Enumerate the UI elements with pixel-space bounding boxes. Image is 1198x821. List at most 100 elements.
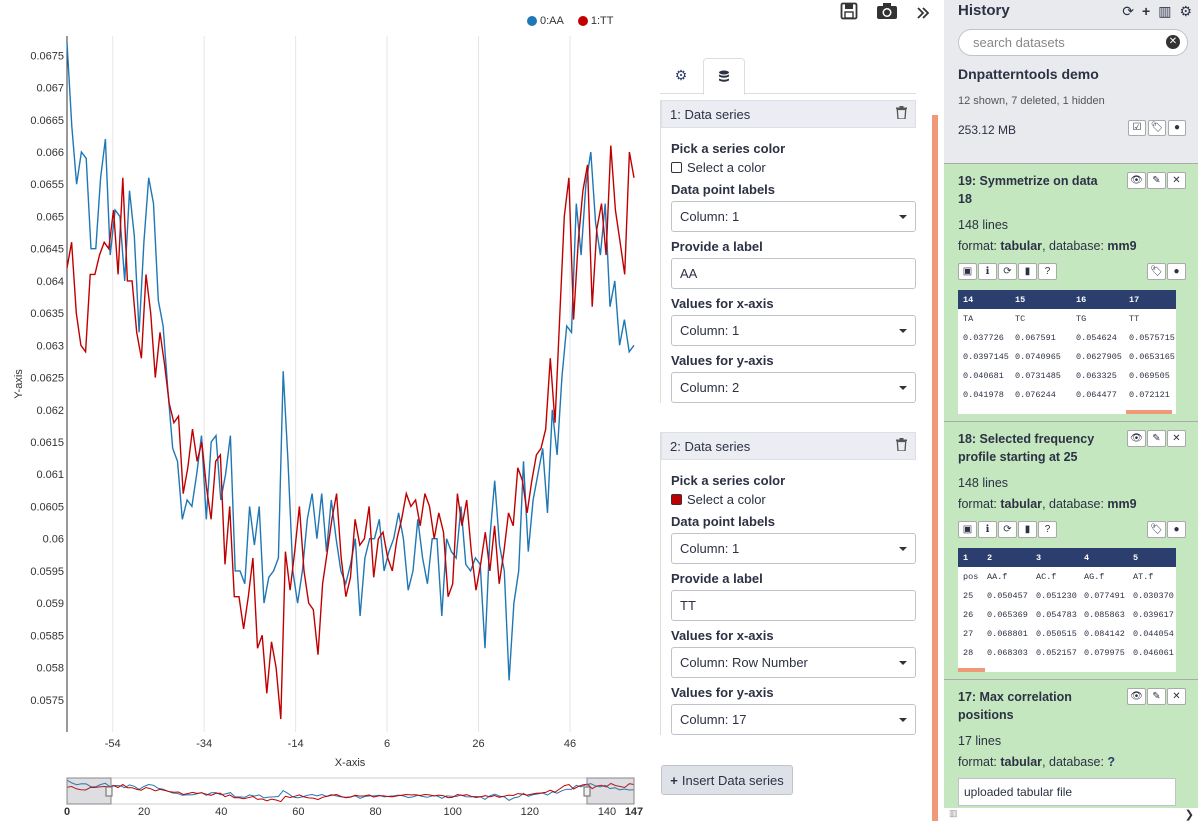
x-axis-label: Values for x-axis <box>671 628 774 643</box>
legend-item-aa[interactable]: 0:AA <box>527 15 564 27</box>
question-icon[interactable]: ? <box>1038 263 1057 280</box>
history-horizontal-scrollbar[interactable]: ▥ ❯ <box>944 808 1198 821</box>
tab-data[interactable] <box>703 58 745 95</box>
y-axis-label: Values for y-axis <box>671 685 774 700</box>
series-label-input[interactable]: TT <box>671 590 916 621</box>
chevron-double-right-icon[interactable] <box>916 3 930 26</box>
comment-icon[interactable]: ● <box>1167 263 1186 280</box>
peek-cell: 0.067591 <box>1015 332 1056 343</box>
color-picker[interactable]: Select a color <box>671 160 916 175</box>
info-icon[interactable]: ℹ <box>978 263 997 280</box>
x-axis-select[interactable]: Column: Row Number <box>671 647 916 678</box>
tab-settings[interactable]: ⚙ <box>660 58 702 94</box>
trash-icon[interactable] <box>896 106 907 122</box>
select-value: Column: 17 <box>680 712 747 727</box>
pencil-icon[interactable]: ✎ <box>1147 430 1166 447</box>
line-chart[interactable]: -54 -34 -14 6 26 46 0.0575 0.058 0.0585 0.059 0.05… <box>0 0 648 821</box>
color-swatch[interactable] <box>671 494 682 505</box>
dataset-format: format: tabular, database: ? <box>958 755 1115 769</box>
history-title: History <box>958 2 1010 19</box>
pencil-icon[interactable]: ✎ <box>1147 688 1166 705</box>
tags-icon[interactable]: 🏷 <box>1147 521 1166 538</box>
db-value: mm9 <box>1107 497 1137 511</box>
peek-scrollbar[interactable] <box>958 668 985 672</box>
select-value: Column: 1 <box>680 541 740 556</box>
format-prefix: format: <box>958 755 1001 769</box>
comment-icon[interactable]: ● <box>1167 521 1186 538</box>
peek-cell: 0.084142 <box>1084 628 1125 639</box>
clear-search-icon[interactable]: ✕ <box>1166 35 1180 49</box>
trash-icon[interactable] <box>896 438 907 454</box>
series-label-input[interactable]: AA <box>671 258 916 289</box>
history-counts[interactable]: 12 shown, 7 deleted, 1 hidden <box>958 95 1105 107</box>
insert-series-button[interactable]: + Insert Data series <box>661 765 793 795</box>
y-axis-select[interactable]: Column: 17 <box>671 704 916 735</box>
point-labels-select[interactable]: Column: 1 <box>671 201 916 232</box>
point-labels-select[interactable]: Column: 1 <box>671 533 916 564</box>
dataset-buttons: 👁 ✎ ✕ <box>1127 430 1186 447</box>
floppy-icon[interactable]: ▣ <box>958 263 977 280</box>
dataset-title[interactable]: 17: Max correlation positions <box>958 690 1072 722</box>
peek-scrollbar[interactable] <box>1126 410 1172 414</box>
chart-panel: -54 -34 -14 6 26 46 0.0575 0.058 0.0585 0.059 0.05… <box>0 0 648 821</box>
peek-cell: 0.037726 <box>963 332 1004 343</box>
info-icon[interactable]: ℹ <box>978 521 997 538</box>
bar-chart-icon[interactable]: ▮ <box>1018 521 1037 538</box>
comment-icon[interactable]: ● <box>1168 120 1186 136</box>
bar-chart-icon[interactable]: ▮ <box>1018 263 1037 280</box>
format-value: tabular <box>1000 239 1043 253</box>
eye-icon[interactable]: 👁 <box>1127 172 1146 189</box>
x-tick-label: 6 <box>384 738 390 750</box>
data-series-1: 1: Data series Pick a series color Selec… <box>660 100 916 403</box>
close-icon[interactable]: ✕ <box>1167 172 1186 189</box>
caret-down-icon <box>899 717 907 722</box>
search-datasets-input[interactable]: search datasets ✕ <box>958 29 1188 56</box>
camera-icon[interactable] <box>876 2 898 26</box>
history-name[interactable]: Dnpatterntools demo <box>958 66 1099 82</box>
peek-cell: AA.f <box>987 571 1008 582</box>
y-tick-label: 0.0635 <box>30 308 64 320</box>
check-icon[interactable]: ☑ <box>1128 120 1146 136</box>
navigator-tick-label: 0 <box>64 806 70 818</box>
peek-cell: 0.054624 <box>1076 332 1117 343</box>
gear-icon: ⚙ <box>674 67 688 83</box>
question-icon[interactable]: ? <box>1038 521 1057 538</box>
plus-icon[interactable]: + <box>1142 3 1151 19</box>
refresh-icon[interactable]: ⟳ <box>1122 3 1135 19</box>
peek-rows: TA TC TG TT 0.037726 0.067591 0.054624 0.057571… <box>958 309 1176 404</box>
eye-icon[interactable]: 👁 <box>1127 688 1146 705</box>
peek-row: 0.040681 0.0731485 0.063325 0.069505 <box>958 366 1176 385</box>
y-tick-label: 0.063 <box>36 340 64 352</box>
scroll-right-icon[interactable]: ❯ <box>1184 809 1194 821</box>
floppy-icon[interactable] <box>840 2 858 26</box>
eye-icon[interactable]: 👁 <box>1127 430 1146 447</box>
refresh-icon[interactable]: ⟳ <box>998 521 1017 538</box>
dataset-lines: 148 lines <box>958 476 1009 490</box>
tags-icon[interactable]: 🏷 <box>1148 120 1166 136</box>
pencil-icon[interactable]: ✎ <box>1147 172 1166 189</box>
legend-item-tt[interactable]: 1:TT <box>577 15 613 27</box>
close-icon[interactable]: ✕ <box>1167 430 1186 447</box>
dataset-tools: ▣ ℹ ⟳ ▮ ? <box>958 521 1057 538</box>
plus-icon: + <box>670 772 678 788</box>
dataset-lines: 148 lines <box>958 218 1009 232</box>
y-axis-select[interactable]: Column: 2 <box>671 372 916 403</box>
dataset-title[interactable]: 18: Selected frequency profile starting … <box>958 432 1095 464</box>
point-labels-label: Data point labels <box>671 182 776 197</box>
refresh-icon[interactable]: ⟳ <box>998 263 1017 280</box>
dataset-title[interactable]: 19: Symmetrize on data 18 <box>958 174 1098 206</box>
color-swatch[interactable] <box>671 162 682 173</box>
tags-icon[interactable]: 🏷 <box>1147 263 1166 280</box>
panel-drag-handle[interactable] <box>932 115 938 821</box>
columns-icon[interactable]: ▥ <box>1158 3 1172 19</box>
color-picker[interactable]: Select a color <box>671 492 916 507</box>
floppy-icon[interactable]: ▣ <box>958 521 977 538</box>
peek-cell: 0.077491 <box>1084 590 1125 601</box>
x-axis-select[interactable]: Column: 1 <box>671 315 916 346</box>
close-icon[interactable]: ✕ <box>1167 688 1186 705</box>
navigator-tick-label: 120 <box>521 806 539 818</box>
y-tick-label: 0.058 <box>36 663 64 675</box>
peek-cell: TT <box>1129 313 1140 324</box>
gear-icon[interactable]: ⚙ <box>1179 3 1192 19</box>
peek-header-cell: 16 <box>1076 294 1087 305</box>
